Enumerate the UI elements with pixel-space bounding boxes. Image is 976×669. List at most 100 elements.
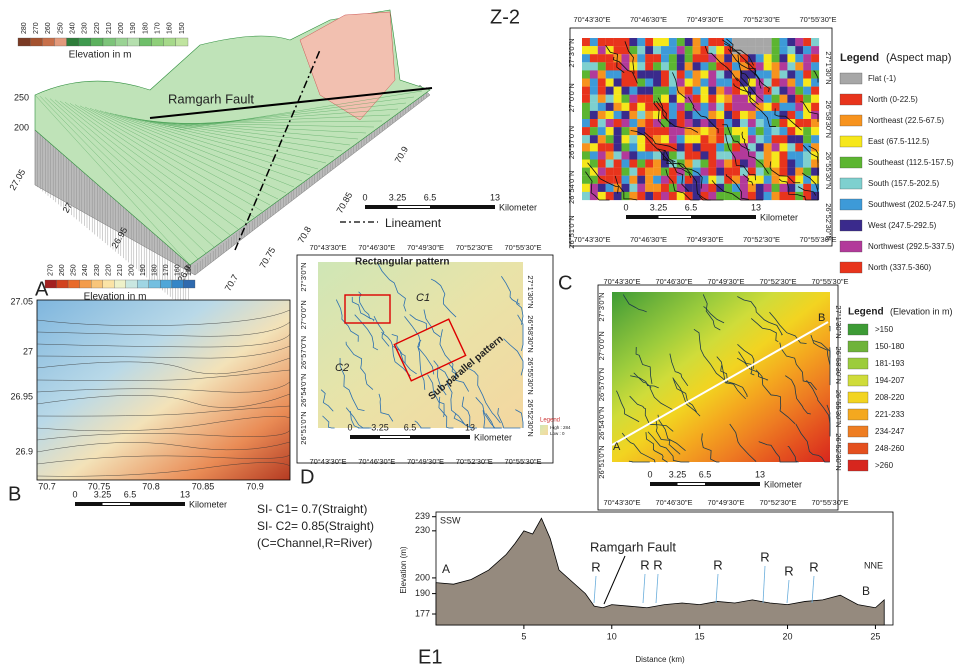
aspect-cell	[780, 160, 788, 168]
aspect-cell	[756, 160, 764, 168]
aspect-cell	[780, 151, 788, 159]
axis-title: Elevation (m)	[399, 546, 408, 593]
aspect-cell	[803, 70, 811, 78]
aspect-cell	[780, 62, 788, 70]
aspect-cell	[716, 46, 724, 54]
aspect-cell	[740, 38, 748, 46]
legend-swatch	[840, 241, 862, 252]
aspect-cell	[772, 70, 780, 78]
lat-tick-label: 26°52'30"N	[526, 399, 535, 437]
aspect-cell	[606, 192, 614, 200]
aspect-cell	[756, 46, 764, 54]
aspect-cell	[708, 87, 716, 95]
profile-point: A	[442, 562, 450, 576]
lon-tick-label: 70°43'30"E	[603, 277, 640, 286]
scale-tick-label: 3.25	[371, 422, 389, 432]
aspect-cell	[598, 103, 606, 111]
aspect-cell	[701, 54, 709, 62]
aspect-cell	[606, 135, 614, 143]
aspect-cell	[582, 70, 590, 78]
aspect-cell	[764, 54, 772, 62]
aspect-cell	[787, 54, 795, 62]
colorbar-tick-label: 200	[118, 22, 125, 34]
aspect-cell	[606, 87, 614, 95]
aspect-cell	[780, 95, 788, 103]
aspect-cell	[724, 168, 732, 176]
x-tick-label: 70.8	[142, 481, 160, 491]
aspect-cell	[598, 160, 606, 168]
aspect-cell	[708, 54, 716, 62]
aspect-cell	[787, 143, 795, 151]
aspect-cell	[661, 168, 669, 176]
lat-tick-label: 26°52'30"N	[834, 433, 843, 471]
x-tick-label: 10	[607, 631, 617, 641]
aspect-cell	[716, 168, 724, 176]
aspect-cell	[645, 111, 653, 119]
x-tick-label: 20	[783, 631, 793, 641]
aspect-cell	[740, 95, 748, 103]
aspect-cell	[787, 62, 795, 70]
aspect-cell	[582, 87, 590, 95]
note: (C=Channel,R=River)	[257, 536, 372, 550]
aspect-cell	[803, 176, 811, 184]
aspect-cell	[803, 119, 811, 127]
aspect-cell	[693, 95, 701, 103]
aspect-cell	[629, 160, 637, 168]
colorbar-tick-label: 220	[105, 264, 112, 276]
aspect-cell	[629, 38, 637, 46]
scale-tick-label: 0	[623, 202, 628, 212]
aspect-cell	[637, 54, 645, 62]
aspect-cell	[803, 160, 811, 168]
aspect-cell	[764, 46, 772, 54]
aspect-cell	[598, 111, 606, 119]
colorbar-tick-label: 240	[82, 264, 89, 276]
aspect-cell	[716, 151, 724, 159]
lat-tick-label: 26°55'30"N	[824, 152, 833, 190]
lon-tick-label: 70°49'30"E	[686, 235, 723, 244]
legend-label: >260	[875, 461, 894, 470]
aspect-cell	[614, 127, 622, 135]
aspect-cell	[614, 103, 622, 111]
colorbar-cell	[68, 280, 80, 288]
aspect-cell	[590, 46, 598, 54]
aspect-cell	[622, 54, 630, 62]
aspect-cell	[732, 127, 740, 135]
aspect-cell	[614, 119, 622, 127]
aspect-cell	[701, 111, 709, 119]
aspect-cell	[582, 111, 590, 119]
aspect-cell	[811, 38, 819, 46]
aspect-cell	[803, 46, 811, 54]
aspect-cell	[787, 103, 795, 111]
aspect-cell	[701, 38, 709, 46]
aspect-cell	[677, 79, 685, 87]
aspect-cell	[629, 143, 637, 151]
legend-label: 194-207	[875, 376, 905, 385]
legend-swatch	[848, 392, 868, 403]
aspect-cell	[629, 46, 637, 54]
aspect-cell	[716, 143, 724, 151]
lon-tick-label: 70°46'30"E	[358, 457, 395, 466]
scale-tick-label: 13	[465, 422, 475, 432]
colorbar-cell	[57, 280, 69, 288]
aspect-cell	[661, 95, 669, 103]
river-label: R	[784, 563, 793, 578]
colorbar-cell	[172, 280, 184, 288]
aspect-cell	[685, 70, 693, 78]
aspect-cell	[598, 143, 606, 151]
aspect-cell	[653, 119, 661, 127]
aspect-cell	[724, 135, 732, 143]
aspect-cell	[629, 184, 637, 192]
aspect-cell	[803, 62, 811, 70]
aspect-cell	[590, 160, 598, 168]
aspect-cell	[701, 168, 709, 176]
x-tick-label: 25	[870, 631, 880, 641]
aspect-cell	[645, 38, 653, 46]
aspect-cell	[590, 95, 598, 103]
legend-label: 248-260	[875, 444, 905, 453]
aspect-cell	[590, 54, 598, 62]
aspect-cell	[772, 87, 780, 95]
aspect-cell	[732, 176, 740, 184]
aspect-cell	[614, 38, 622, 46]
aspect-cell	[708, 38, 716, 46]
aspect-cell	[622, 151, 630, 159]
